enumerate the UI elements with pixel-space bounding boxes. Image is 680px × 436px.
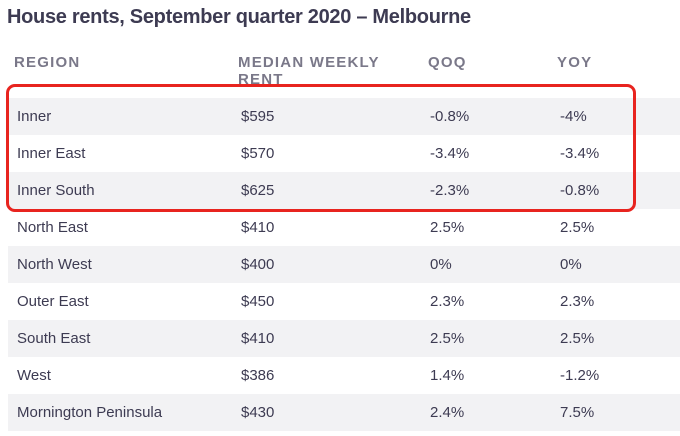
rent-cell: $430 — [241, 404, 275, 421]
rent-cell: $570 — [241, 145, 275, 162]
yoy-cell: -1.2% — [560, 367, 600, 384]
region-cell: Inner — [17, 108, 52, 125]
page-title: House rents, September quarter 2020 – Me… — [7, 6, 471, 28]
region-cell: Inner East — [17, 145, 86, 162]
table-row: North East $410 2.5% 2.5% — [8, 209, 680, 246]
qoq-cell: -3.4% — [430, 145, 470, 162]
table-row: Inner East $570 -3.4% -3.4% — [8, 135, 680, 172]
qoq-cell: 2.4% — [430, 404, 465, 421]
qoq-cell: 2.5% — [430, 219, 465, 236]
region-cell: North West — [17, 256, 92, 273]
header-qoq: QOQ — [428, 54, 467, 71]
yoy-cell: -4% — [560, 108, 587, 125]
header-median-weekly-rent: MEDIAN WEEKLY RENT — [238, 54, 380, 88]
rent-cell: $450 — [241, 293, 275, 310]
rent-cell: $625 — [241, 182, 275, 199]
table-row: West $386 1.4% -1.2% — [8, 357, 680, 394]
yoy-cell: -3.4% — [560, 145, 600, 162]
region-cell: Mornington Peninsula — [17, 404, 163, 421]
yoy-cell: 0% — [560, 256, 582, 273]
yoy-cell: -0.8% — [560, 182, 600, 199]
rent-cell: $410 — [241, 330, 275, 347]
qoq-cell: -2.3% — [430, 182, 470, 199]
table-row: Outer East $450 2.3% 2.3% — [8, 283, 680, 320]
yoy-cell: 2.5% — [560, 219, 595, 236]
table-row: Inner $595 -0.8% -4% — [8, 98, 680, 135]
yoy-cell: 2.3% — [560, 293, 595, 310]
table-header: REGION MEDIAN WEEKLY RENT QOQ YOY — [8, 52, 680, 98]
rent-cell: $400 — [241, 256, 275, 273]
yoy-cell: 2.5% — [560, 330, 595, 347]
header-region: REGION — [14, 54, 81, 71]
qoq-cell: 1.4% — [430, 367, 465, 384]
rent-cell: $386 — [241, 367, 275, 384]
qoq-cell: 2.5% — [430, 330, 465, 347]
rent-table: REGION MEDIAN WEEKLY RENT QOQ YOY Inner … — [8, 52, 680, 431]
table-row: North West $400 0% 0% — [8, 246, 680, 283]
rent-cell: $410 — [241, 219, 275, 236]
table-row: Mornington Peninsula $430 2.4% 7.5% — [8, 394, 680, 431]
qoq-cell: 0% — [430, 256, 452, 273]
region-cell: Inner South — [17, 182, 95, 199]
yoy-cell: 7.5% — [560, 404, 595, 421]
header-yoy: YOY — [557, 54, 593, 71]
qoq-cell: 2.3% — [430, 293, 465, 310]
region-cell: South East — [17, 330, 91, 347]
table-row: Inner South $625 -2.3% -0.8% — [8, 172, 680, 209]
region-cell: Outer East — [17, 293, 89, 310]
table-row: South East $410 2.5% 2.5% — [8, 320, 680, 357]
qoq-cell: -0.8% — [430, 108, 470, 125]
region-cell: North East — [17, 219, 88, 236]
rent-cell: $595 — [241, 108, 275, 125]
region-cell: West — [17, 367, 51, 384]
